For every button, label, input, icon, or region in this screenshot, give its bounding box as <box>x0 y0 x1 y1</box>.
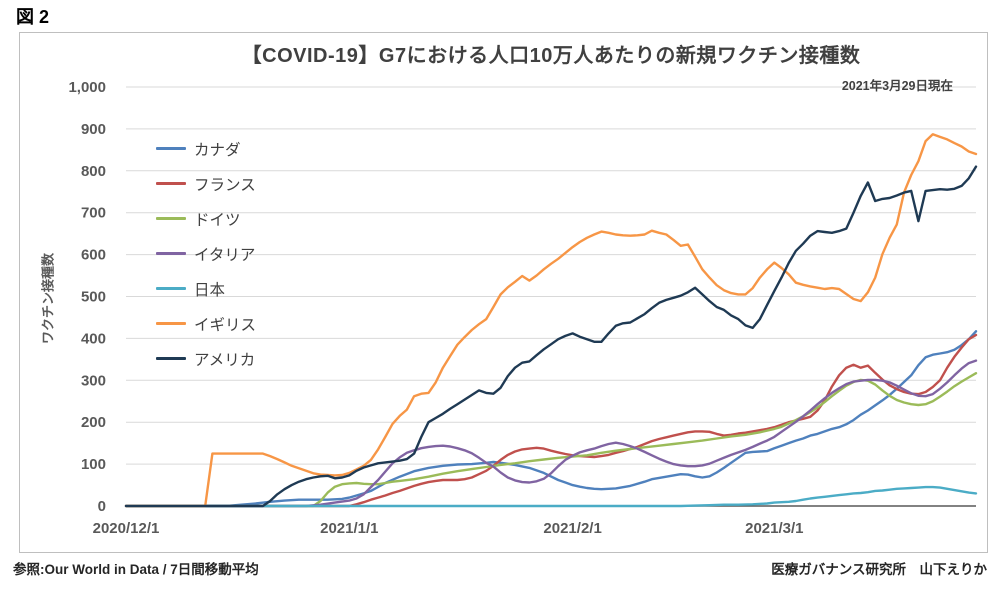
series-line-france <box>124 333 978 508</box>
y-tick-label: 0 <box>98 498 106 515</box>
y-tick-label: 700 <box>81 205 106 222</box>
series-line-japan <box>124 485 978 508</box>
legend-swatch-france <box>156 181 186 186</box>
footer-source: 参照:Our World in Data / 7日間移動平均 <box>13 562 259 577</box>
legend-label-germany: ドイツ <box>194 211 241 229</box>
legend-swatch-uk <box>156 321 186 326</box>
y-tick-label: 200 <box>81 414 106 431</box>
legend-swatch-germany <box>156 216 186 221</box>
y-tick-label: 600 <box>81 247 106 264</box>
legend-label-canada: カナダ <box>194 141 241 159</box>
chart-area: 0 100 200 300 400 500 600 700 800 900 1,000 2020/12… <box>19 32 988 553</box>
series-line-germany <box>124 372 978 508</box>
chart-svg: 0 100 200 300 400 500 600 700 800 900 1,000 2020/12… <box>68 79 978 537</box>
legend-item-france: フランス <box>156 166 256 201</box>
x-tick-label: 2021/2/1 <box>543 520 601 537</box>
legend-item-japan: 日本 <box>156 271 256 306</box>
y-tick-label: 300 <box>81 372 106 389</box>
figure-label: 図 2 <box>16 7 50 27</box>
y-tick-label: 400 <box>81 330 106 347</box>
y-axis-title: ワクチン接種数 <box>40 253 56 345</box>
x-tick-label: 2020/12/1 <box>93 520 160 537</box>
y-tick-label: 100 <box>81 456 106 473</box>
footer-credit: 医療ガバナンス研究所 山下えりか <box>771 562 987 577</box>
y-tick-label: 500 <box>81 289 106 306</box>
legend-item-germany: ドイツ <box>156 201 256 236</box>
legend-swatch-japan <box>156 286 186 291</box>
legend-item-italy: イタリア <box>156 236 256 271</box>
legend-item-canada: カナダ <box>156 131 256 166</box>
series-line-canada <box>124 330 978 508</box>
y-tick-label: 900 <box>81 121 106 138</box>
legend-swatch-canada <box>156 146 186 151</box>
y-tick-label: 800 <box>81 163 106 180</box>
legend-label-france: フランス <box>194 176 256 194</box>
legend-label-japan: 日本 <box>194 281 226 299</box>
legend-label-uk: イギリス <box>194 316 257 334</box>
series-line-us <box>124 165 978 508</box>
series-line-italy <box>124 359 978 508</box>
legend-swatch-us <box>156 356 186 361</box>
footer: 参照:Our World in Data / 7日間移動平均 医療ガバナンス研究… <box>13 558 987 578</box>
legend-item-us: アメリカ <box>156 341 256 376</box>
series-line-uk <box>124 133 978 508</box>
legend: カナダフランスドイツイタリア日本イギリスアメリカ <box>156 131 256 376</box>
as-of-date-label: 2021年3月29日現在 <box>841 79 953 93</box>
legend-item-uk: イギリス <box>156 306 256 341</box>
x-tick-label: 2021/1/1 <box>320 520 378 537</box>
legend-label-italy: イタリア <box>194 246 256 264</box>
legend-label-us: アメリカ <box>194 351 256 369</box>
legend-swatch-italy <box>156 251 186 256</box>
chart-title: 【COVID-19】G7における人口10万人あたりの新規ワクチン接種数 <box>241 45 861 67</box>
y-tick-label: 1,000 <box>68 79 106 96</box>
x-tick-label: 2021/3/1 <box>745 520 803 537</box>
